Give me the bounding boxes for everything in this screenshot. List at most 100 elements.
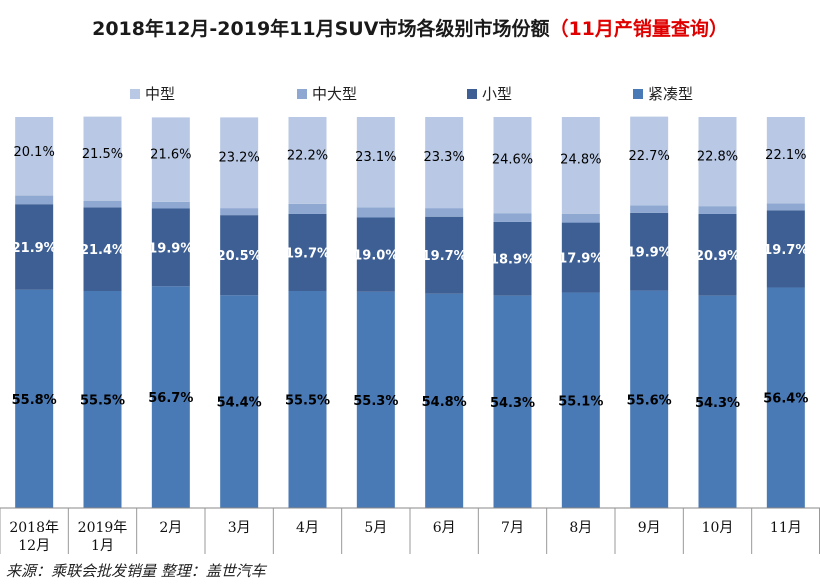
bar-8-2	[561, 213, 600, 223]
data-label-6-0: 54.8%	[422, 395, 467, 410]
data-label-7-1: 18.9%	[490, 253, 535, 268]
bar-0-1	[15, 204, 54, 290]
bar-0-2	[15, 195, 54, 205]
bar-7-0	[493, 295, 532, 508]
data-label-1-3: 21.5%	[82, 147, 123, 162]
bar-6-2	[425, 208, 464, 217]
data-label-4-0: 55.5%	[285, 393, 330, 408]
bar-4-3	[288, 117, 327, 204]
x-tick-label-10: 10月	[702, 520, 734, 536]
bar-4-0	[288, 290, 327, 508]
data-label-8-3: 24.8%	[560, 153, 601, 168]
bar-10-2	[698, 206, 737, 214]
bar-0-3	[15, 117, 54, 196]
bar-6-3	[425, 117, 464, 209]
bar-10-3	[698, 117, 737, 207]
data-label-3-1: 20.5%	[217, 249, 262, 264]
legend-label-0: 中型	[145, 85, 175, 103]
bar-1-1	[83, 207, 122, 291]
chart-subtitle: （11月产销量查询）	[549, 18, 728, 40]
x-tick-label-5: 5月	[364, 520, 387, 536]
bar-4-2	[288, 203, 327, 214]
data-label-9-0: 55.6%	[627, 393, 672, 408]
data-label-2-1: 19.9%	[148, 241, 193, 256]
bar-1-0	[83, 290, 122, 508]
bar-2-0	[151, 286, 190, 508]
legend-swatch-3	[633, 89, 643, 99]
data-label-5-3: 23.1%	[355, 150, 396, 165]
bar-7-1	[493, 221, 532, 296]
bar-9-2	[630, 205, 669, 213]
data-label-0-0: 55.8%	[12, 393, 57, 408]
bar-6-0	[425, 293, 464, 508]
data-label-10-0: 54.3%	[695, 396, 740, 411]
data-label-4-1: 19.7%	[285, 246, 330, 261]
bar-9-0	[630, 290, 669, 508]
data-label-1-0: 55.5%	[80, 393, 125, 408]
data-label-9-3: 22.7%	[629, 149, 670, 164]
bar-5-0	[356, 291, 395, 508]
legend-label-1: 中大型	[312, 85, 357, 103]
bar-11-2	[766, 203, 805, 211]
bar-2-1	[151, 208, 190, 287]
bar-5-2	[356, 207, 395, 218]
bar-7-3	[493, 117, 532, 214]
bar-9-3	[630, 116, 669, 206]
legend-swatch-0	[130, 89, 140, 99]
x-tick-label-3: 3月	[228, 520, 251, 536]
data-label-11-0: 56.4%	[763, 392, 808, 407]
bar-2-3	[151, 117, 190, 202]
chart-title: 2018年12月-2019年11月SUV市场各级别市场份额（11月产销量查询）	[0, 14, 820, 41]
data-label-7-0: 54.3%	[490, 396, 535, 411]
legend-swatch-2	[467, 89, 477, 99]
data-label-11-3: 22.1%	[765, 148, 806, 163]
data-label-4-3: 22.2%	[287, 148, 328, 163]
bar-11-1	[766, 210, 805, 288]
data-label-10-1: 20.9%	[695, 249, 740, 264]
bar-4-1	[288, 213, 327, 291]
data-label-8-1: 17.9%	[558, 252, 603, 267]
x-tick-label-0: 2018年 12月	[9, 520, 59, 554]
legend-swatch-1	[297, 89, 307, 99]
bar-7-2	[493, 213, 532, 222]
bar-5-1	[356, 217, 395, 292]
x-tick-label-8: 8月	[569, 520, 592, 536]
bar-1-2	[83, 200, 122, 208]
bar-10-1	[698, 213, 737, 296]
data-label-7-3: 24.6%	[492, 152, 533, 167]
chart-title-main: 2018年12月-2019年11月SUV市场各级别市场份额	[92, 18, 550, 40]
bar-11-3	[766, 117, 805, 204]
data-label-8-0: 55.1%	[558, 394, 603, 409]
x-tick-label-2: 2月	[159, 520, 182, 536]
bar-0-0	[15, 289, 54, 508]
legend-label-2: 小型	[482, 85, 512, 103]
data-label-9-1: 19.9%	[627, 246, 672, 261]
legend-label-3: 紧凑型	[648, 85, 693, 103]
data-label-5-1: 19.0%	[353, 249, 398, 264]
data-label-11-1: 19.7%	[763, 243, 808, 258]
data-label-3-0: 54.4%	[217, 396, 262, 411]
bar-8-0	[561, 292, 600, 508]
data-label-10-3: 22.8%	[697, 149, 738, 164]
x-tick-label-9: 9月	[638, 520, 661, 536]
bar-10-0	[698, 295, 737, 508]
bar-3-0	[220, 295, 259, 508]
data-label-3-3: 23.2%	[219, 150, 260, 165]
bar-3-1	[220, 215, 259, 296]
data-label-2-0: 56.7%	[148, 391, 193, 406]
bar-3-2	[220, 208, 259, 216]
bar-3-3	[220, 117, 259, 209]
bar-8-3	[561, 117, 600, 214]
bar-8-1	[561, 222, 600, 293]
bar-9-1	[630, 212, 669, 291]
data-label-0-1: 21.9%	[12, 241, 57, 256]
bar-11-0	[766, 287, 805, 508]
source-footer: 来源：乘联会批发销量 整理：盖世汽车	[6, 562, 266, 580]
data-label-6-3: 23.3%	[424, 150, 465, 165]
data-label-1-1: 21.4%	[80, 243, 125, 258]
bar-6-1	[425, 216, 464, 294]
data-label-2-3: 21.6%	[150, 148, 191, 163]
x-tick-label-6: 6月	[433, 520, 456, 536]
data-label-6-1: 19.7%	[422, 249, 467, 264]
